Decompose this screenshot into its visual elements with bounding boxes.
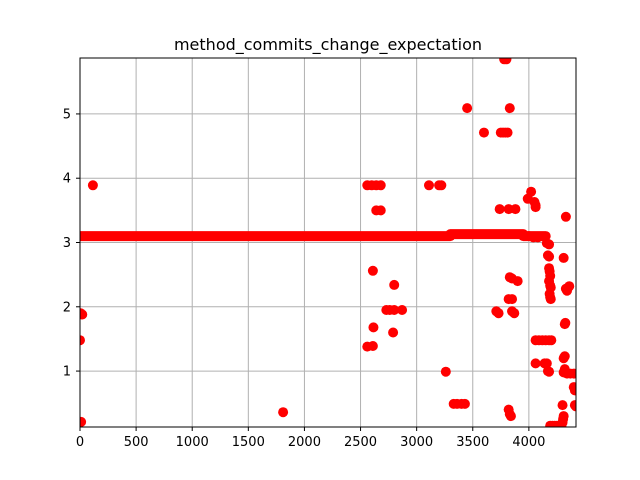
data-point — [568, 368, 576, 379]
data-point — [530, 358, 541, 369]
y-tick-label: 4 — [63, 172, 71, 187]
data-point — [512, 276, 523, 287]
data-point — [532, 232, 543, 243]
data-point — [440, 366, 451, 377]
data-point — [507, 294, 518, 305]
data-point — [501, 58, 512, 65]
x-tick-label: 3000 — [400, 435, 433, 450]
data-point — [564, 281, 575, 292]
data-point — [388, 327, 399, 338]
x-tick-label: 500 — [124, 435, 149, 450]
data-point — [557, 400, 568, 411]
data-point — [389, 305, 400, 315]
data-point — [478, 127, 489, 138]
data-point — [368, 322, 379, 333]
x-tick-label: 0 — [76, 435, 84, 450]
data-point — [544, 239, 555, 250]
data-point — [544, 251, 555, 262]
x-tick-label: 2500 — [344, 435, 377, 450]
data-point — [560, 211, 571, 222]
data-point — [546, 335, 557, 346]
data-point — [558, 411, 569, 422]
data-point — [541, 358, 552, 369]
data-point — [526, 186, 537, 197]
data-point — [504, 103, 515, 114]
data-point — [544, 366, 555, 377]
data-point — [87, 180, 98, 191]
grid — [79, 58, 576, 427]
data-point — [502, 127, 513, 138]
data-point — [509, 308, 520, 319]
data-point — [559, 351, 570, 362]
data-point — [367, 341, 378, 351]
data-point — [545, 294, 556, 305]
y-tick-label: 2 — [63, 300, 71, 315]
data-point — [436, 180, 447, 191]
data-point — [80, 416, 87, 427]
data-point — [494, 204, 505, 215]
data-point — [569, 385, 576, 396]
data-point — [423, 180, 434, 191]
data-point — [367, 265, 378, 276]
data-point — [558, 252, 569, 263]
x-tick-label: 4000 — [512, 435, 545, 450]
data-point — [530, 202, 541, 213]
data-point — [560, 317, 571, 328]
data-point — [493, 308, 504, 319]
chart-title: method_commits_change_expectation — [174, 35, 482, 55]
x-tick-label: 1000 — [176, 435, 209, 450]
data-point — [505, 411, 516, 422]
data-point — [278, 407, 289, 418]
data-point — [510, 204, 521, 215]
data-point — [397, 305, 408, 315]
data-point — [462, 103, 473, 114]
data-point — [375, 180, 386, 191]
y-tick-label: 1 — [63, 365, 71, 380]
axis-ticks: 0 500 1000 1500 2000 2500 3000 3500 4000 1 2 3 4 5 — [63, 107, 546, 450]
x-tick-label: 3500 — [456, 435, 489, 450]
data-point — [375, 205, 386, 216]
data-point — [389, 279, 400, 290]
data-point — [80, 309, 88, 320]
x-tick-label: 1500 — [232, 435, 265, 450]
y-tick-label: 5 — [63, 107, 71, 122]
data-point — [80, 335, 85, 346]
data-points — [80, 58, 576, 427]
data-point — [571, 401, 576, 412]
y-tick-label: 3 — [63, 236, 71, 251]
x-tick-label: 2000 — [288, 435, 321, 450]
data-point — [459, 398, 470, 409]
